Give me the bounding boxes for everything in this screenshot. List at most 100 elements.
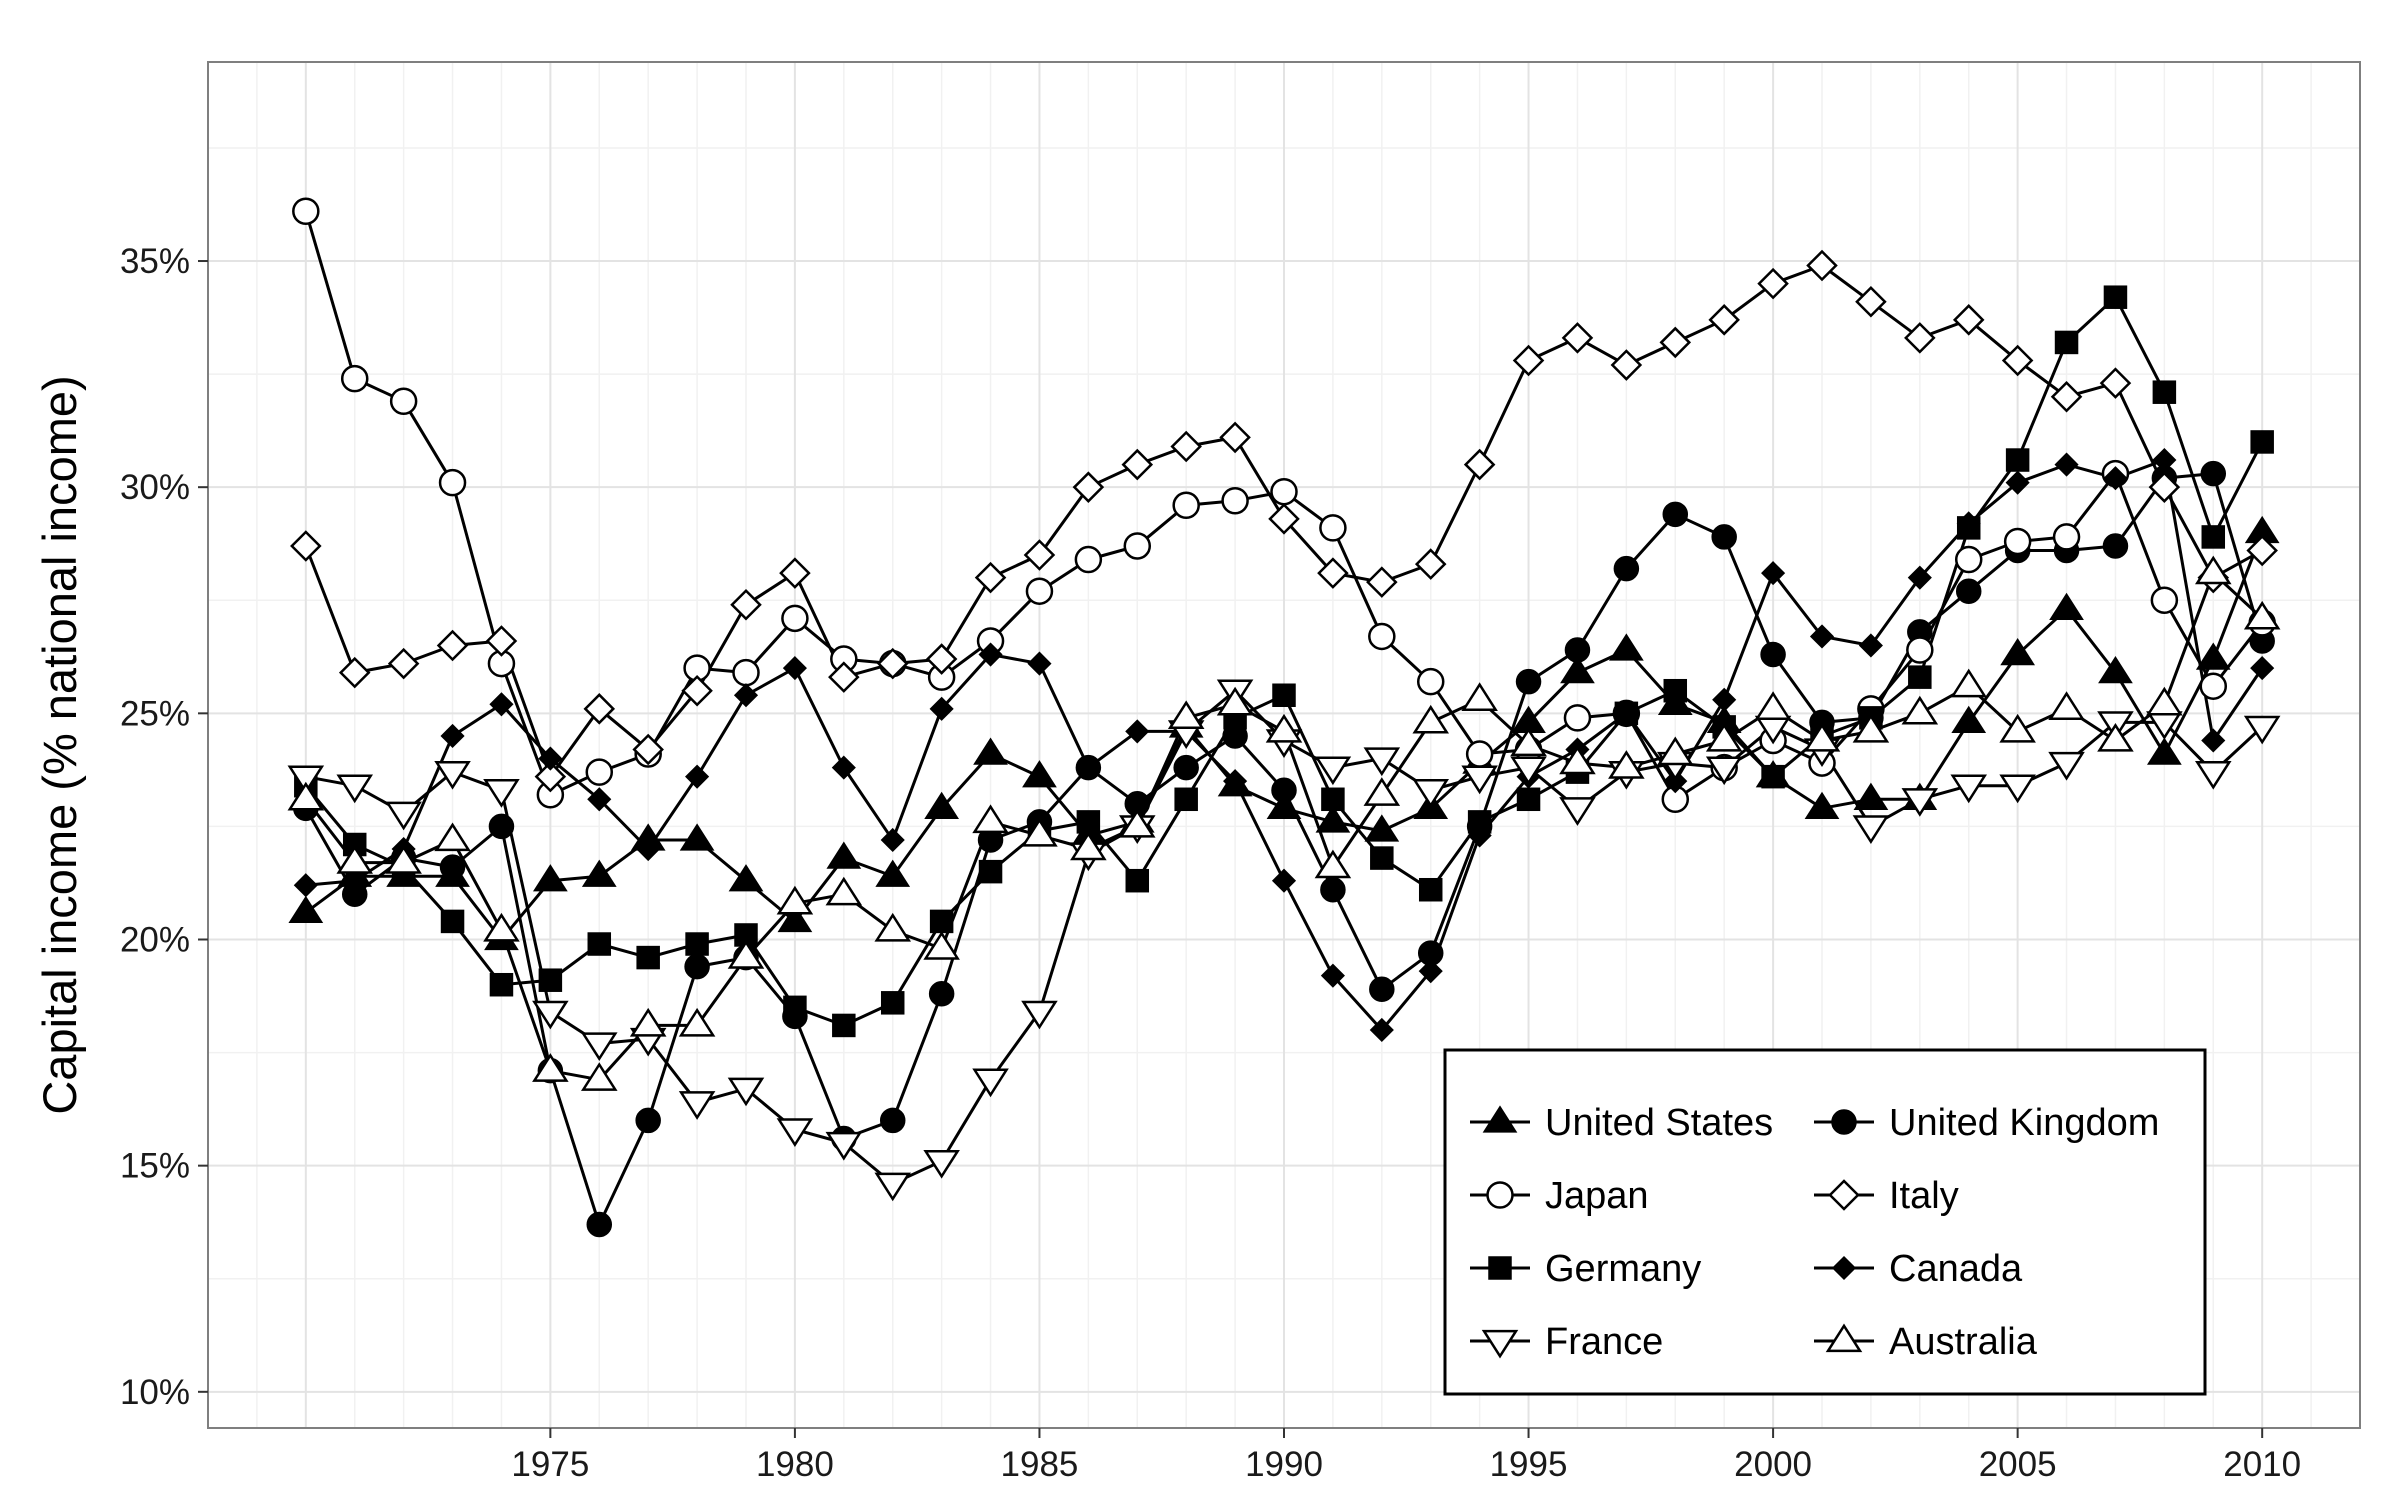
legend-label: United States — [1545, 1102, 1773, 1144]
data-point-france — [2243, 715, 2281, 745]
data-point-australia — [1363, 777, 1401, 806]
legend-key-marker — [1831, 1109, 1857, 1135]
data-point-italy — [1855, 285, 1887, 318]
data-point-france — [776, 1118, 814, 1147]
data-point-france — [825, 1131, 863, 1161]
data-point-germany — [1761, 764, 1785, 789]
data-point-united-kingdom — [2102, 533, 2129, 559]
data-point-germany — [978, 859, 1003, 884]
data-point-canada — [1369, 1017, 1394, 1043]
data-point-united-states — [1951, 705, 1987, 734]
data-point-canada — [1712, 687, 1737, 712]
data-point-united-states — [973, 737, 1008, 765]
data-point-italy — [974, 561, 1007, 594]
y-axis: 10% 15% 20% 25% 30% 35% — [120, 242, 208, 1412]
data-point-japan — [1465, 740, 1494, 768]
legend-label: Japan — [1545, 1175, 1649, 1217]
data-point-france — [287, 765, 325, 795]
data-point-france — [580, 1032, 618, 1062]
data-point-australia — [1754, 691, 1792, 720]
data-point-italy — [876, 647, 909, 680]
data-point-united-states — [924, 791, 960, 819]
data-point-united-states — [532, 864, 568, 892]
data-point-canada — [2250, 656, 2275, 681]
legend-key-marker — [1488, 1256, 1512, 1280]
data-point-australia — [2194, 555, 2232, 585]
data-point-australia — [1901, 695, 1939, 725]
data-point-australia — [2048, 691, 2085, 720]
data-point-japan — [1172, 491, 1200, 520]
data-point-italy — [1268, 503, 1300, 535]
data-point-france — [1021, 1000, 1058, 1030]
data-point-japan — [292, 197, 320, 226]
legend-box — [1443, 1048, 2207, 1396]
data-point-italy — [2099, 367, 2132, 399]
data-point-france — [1559, 797, 1596, 826]
data-point-italy — [485, 625, 518, 657]
data-point-canada — [2054, 452, 2079, 477]
y-tick-label: 35% — [120, 242, 190, 281]
data-point-canada — [978, 642, 1003, 667]
data-point-italy — [1414, 548, 1447, 580]
data-point-canada — [685, 764, 710, 789]
y-tick-label: 15% — [120, 1147, 190, 1186]
data-point-canada — [1125, 719, 1150, 744]
data-point-italy — [2001, 344, 2034, 377]
legend-key-marker — [1486, 1181, 1514, 1209]
data-point-australia — [1510, 727, 1547, 757]
data-point-united-states — [1364, 814, 1400, 842]
legend-item-canada: Canada — [1814, 1248, 2023, 1290]
data-point-canada — [1271, 868, 1297, 893]
data-point-japan — [2199, 672, 2228, 700]
data-point-australia — [1461, 682, 1498, 711]
data-point-italy — [2148, 471, 2181, 503]
data-point-italy — [1219, 421, 1251, 454]
data-point-united-states — [826, 841, 862, 869]
data-point-germany — [783, 995, 807, 1020]
data-point-australia — [1999, 713, 2036, 743]
data-point-australia — [532, 1053, 569, 1082]
data-point-united-states — [2098, 656, 2133, 684]
data-point-canada — [1663, 769, 1688, 794]
data-point-italy — [1023, 539, 1056, 571]
data-point-italy — [436, 629, 469, 662]
series-points-italy — [290, 249, 2278, 793]
data-point-australia — [1950, 668, 1988, 698]
data-point-united-states — [581, 859, 617, 887]
data-point-united-kingdom — [586, 1211, 613, 1238]
data-point-united-kingdom — [879, 1107, 906, 1134]
data-point-france — [385, 801, 422, 831]
data-point-japan — [340, 364, 369, 393]
data-point-france — [336, 774, 374, 804]
data-point-australia — [287, 781, 325, 811]
data-point-canada — [636, 836, 661, 862]
data-point-united-kingdom — [1613, 555, 1640, 582]
data-point-germany — [636, 945, 660, 970]
data-point-canada — [1761, 561, 1786, 586]
data-point-australia — [336, 845, 374, 874]
data-point-australia — [483, 912, 520, 942]
data-point-australia — [1656, 736, 1694, 766]
data-point-italy — [779, 557, 811, 589]
legend-item-japan: Japan — [1470, 1175, 1649, 1217]
data-point-united-states — [2146, 737, 2182, 765]
y-tick-label: 30% — [120, 468, 190, 507]
data-point-italy — [1659, 326, 1692, 359]
data-point-france — [2048, 751, 2085, 781]
data-point-australia — [1803, 722, 1841, 752]
data-point-japan — [585, 758, 614, 786]
data-point-france — [1901, 788, 1939, 817]
data-point-japan — [1416, 667, 1445, 696]
data-point-australia — [923, 931, 960, 960]
data-point-france — [483, 779, 520, 808]
data-point-japan — [1025, 577, 1054, 605]
data-point-france — [532, 1000, 569, 1030]
data-point-australia — [874, 912, 912, 942]
data-point-united-kingdom — [1760, 641, 1786, 668]
x-tick-label: 1980 — [756, 1445, 834, 1484]
data-point-italy — [338, 656, 371, 689]
data-point-italy — [1072, 471, 1105, 503]
data-point-germany — [2250, 430, 2274, 454]
data-point-germany — [1370, 846, 1394, 870]
data-point-germany — [685, 932, 709, 956]
